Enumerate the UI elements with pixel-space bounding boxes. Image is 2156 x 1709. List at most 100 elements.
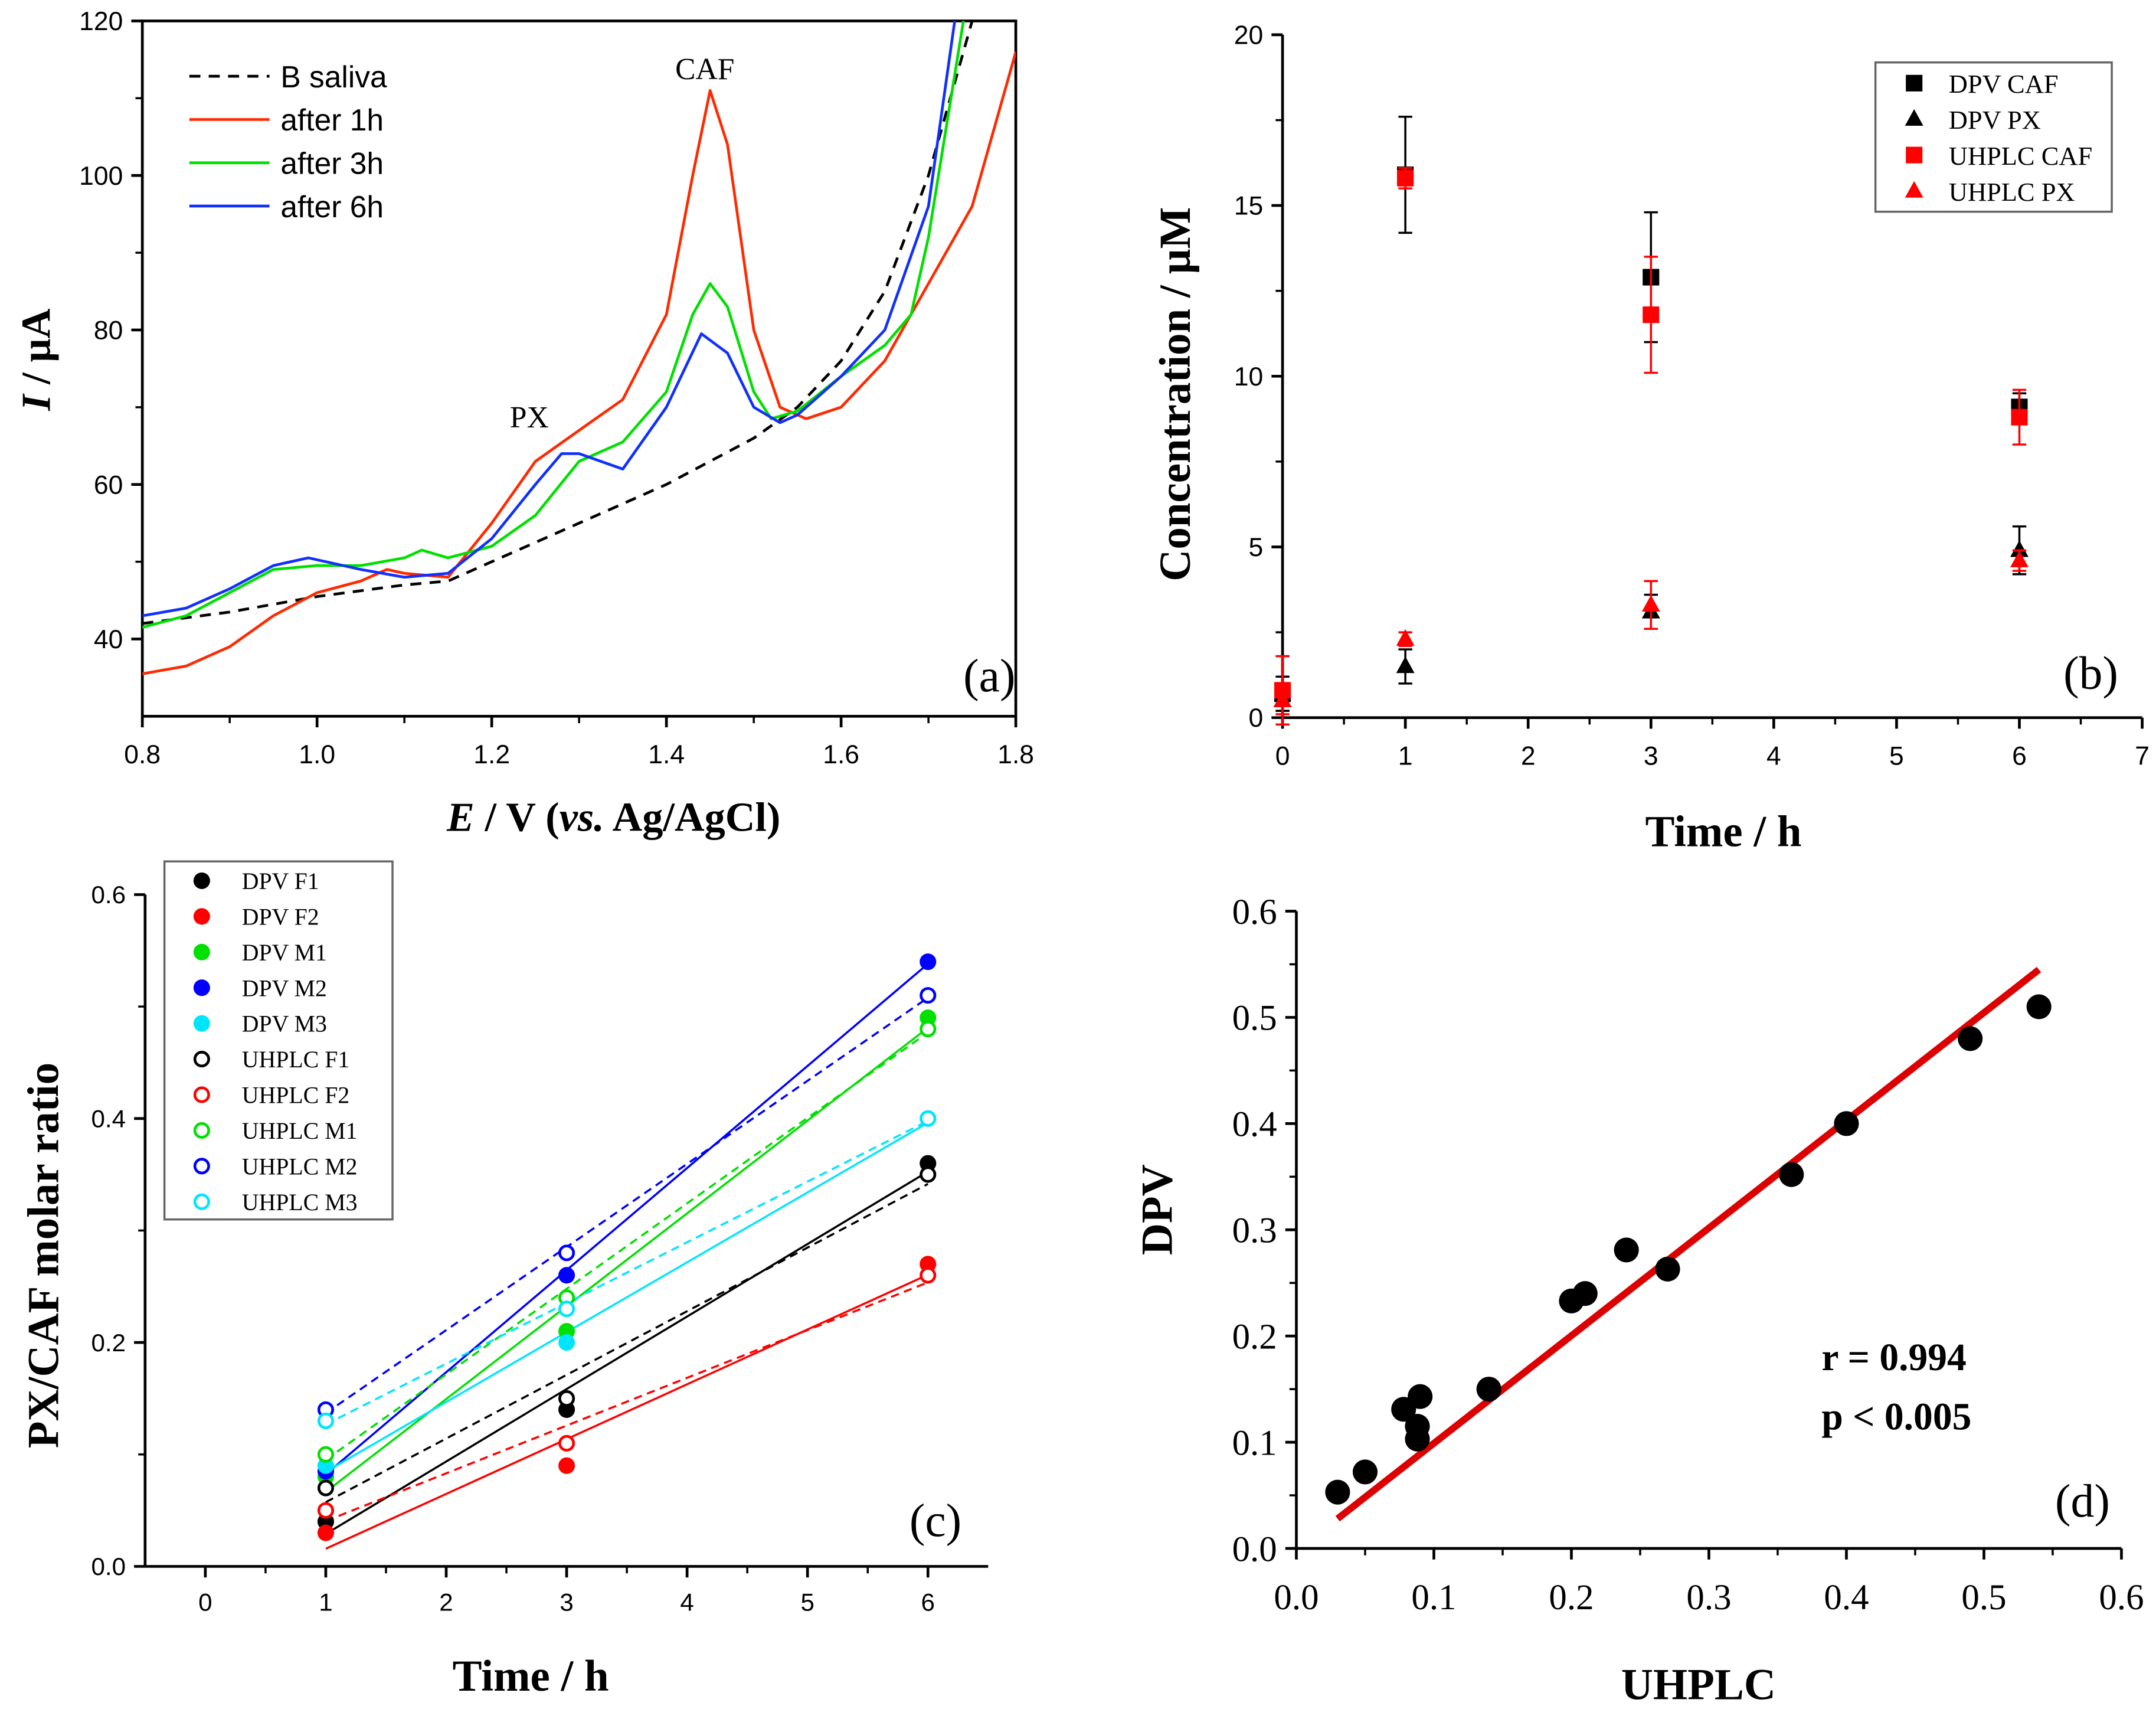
legend-marker	[1905, 109, 1923, 126]
data-point-uhplc-m3	[920, 1110, 937, 1127]
panel-b-xlabel: Time / h	[1645, 807, 1802, 856]
x-tick-label: 1	[319, 1588, 332, 1616]
y-tick-label: 0.0	[1232, 1530, 1277, 1569]
ylabel-i: I	[13, 393, 59, 411]
panel-a-xlabel: E / V (vs. Ag/AgCl)	[446, 795, 780, 841]
x-tick-label: 1.0	[299, 740, 335, 769]
legend-label: UHPLC CAF	[1949, 141, 2093, 171]
x-tick-label: 0.5	[1961, 1578, 2006, 1617]
legend-marker	[193, 1158, 210, 1175]
data-point-uhplc-px	[1641, 594, 1660, 612]
annotation-px: PX	[510, 401, 549, 434]
data-point-uhplc-px	[1273, 690, 1292, 707]
y-tick-label: 0.4	[91, 1105, 126, 1133]
x-tick-label: 6	[2012, 741, 2027, 770]
x-tick-label: 0	[198, 1588, 212, 1616]
data-point-uhplc-m3	[558, 1300, 575, 1318]
xlabel-ref: Ag/AgCl)	[604, 795, 781, 841]
data-point-dpv-px	[2010, 540, 2029, 557]
x-tick-label: 0.6	[2099, 1578, 2144, 1617]
annotation-caf: CAF	[675, 53, 734, 86]
data-point-dpv-m2	[558, 1267, 575, 1284]
data-point-dpv-f2	[317, 1524, 335, 1541]
data-point-dpv-m3	[558, 1334, 575, 1351]
legend-label: UHPLC M1	[242, 1118, 358, 1144]
data-point-dpv-px	[1396, 656, 1415, 674]
data-point-uhplc-f2	[920, 1267, 937, 1284]
ylabel-unit: / µA	[13, 308, 59, 394]
legend-label: DPV M1	[242, 940, 327, 966]
x-tick-label: 4	[680, 1588, 693, 1616]
y-tick-label: 10	[1234, 362, 1263, 391]
y-tick-label: 0.2	[1232, 1317, 1277, 1357]
series-line-after-1h	[142, 51, 1016, 675]
x-tick-label: 1	[1398, 741, 1413, 770]
data-point	[1325, 1479, 1350, 1505]
data-point-uhplc-caf	[1397, 169, 1414, 187]
series-line-after-6h	[142, 21, 956, 617]
panel-b-ylabel: Concentration / µM	[1151, 207, 1200, 581]
data-point-uhplc-m3	[317, 1412, 335, 1429]
data-point-uhplc-caf	[2011, 409, 2028, 426]
y-tick-label: 0.6	[91, 881, 126, 909]
y-tick-label: 0.6	[1232, 893, 1277, 932]
y-tick-label: 40	[94, 625, 123, 654]
panel-d: 0.0 0.1 0.2 0.3 0.4 0.5 0.6 0.0 0.1 0.2 0.3 0.4 0.5 0…	[1133, 893, 2144, 1709]
panel-a: 0.8 1.0 1.2 1.4 1.6 1.8 40 60 80 100 120 B saliva af…	[13, 7, 1034, 841]
panel-d-label: (d)	[2055, 1475, 2110, 1527]
x-tick-label: 1.8	[997, 740, 1034, 769]
data-point	[1352, 1459, 1378, 1485]
x-tick-label: 0.0	[1274, 1578, 1319, 1617]
legend-label: after 6h	[280, 189, 384, 224]
legend-marker	[193, 908, 210, 925]
legend-marker	[193, 872, 210, 890]
x-tick-label: 2	[439, 1588, 453, 1616]
legend-marker	[193, 1051, 210, 1068]
data-point-uhplc-px	[1396, 629, 1415, 646]
fit-line-dpv-f1	[325, 1171, 929, 1535]
data-point	[1834, 1111, 1859, 1136]
data-point	[1958, 1026, 1983, 1051]
legend-label: UHPLC M3	[242, 1190, 358, 1215]
legend-label: DPV M2	[242, 975, 327, 1001]
panel-b-label: (b)	[2063, 648, 2118, 700]
y-tick-label: 5	[1249, 533, 1264, 562]
x-tick-label: 0.3	[1686, 1578, 1731, 1617]
y-tick-label: 120	[79, 7, 123, 36]
x-tick-label: 4	[1766, 741, 1781, 770]
y-tick-label: 20	[1234, 21, 1263, 50]
y-tick-label: 0.0	[91, 1553, 126, 1580]
data-point-uhplc-f2	[558, 1434, 575, 1452]
xlabel-unit: / V (	[475, 795, 560, 841]
xlabel-vs: vs.	[560, 795, 604, 841]
x-tick-label: 3	[560, 1588, 573, 1616]
data-point	[1405, 1426, 1430, 1452]
data-point-uhplc-f2	[317, 1502, 335, 1519]
legend-label: DPV M3	[242, 1011, 327, 1037]
panel-b-plot-area: 0 1 2 3 4 5 6 7 0 5 10 15 20 DPV CAF DPV PX UHPLC CAF UH…	[1234, 21, 2150, 770]
fit-line-uhplc-f2	[325, 1281, 928, 1522]
y-tick-label: 100	[79, 162, 123, 191]
fit-line-dpv-f2	[325, 1273, 928, 1550]
y-tick-label: 60	[94, 470, 123, 499]
data-point-uhplc-m2	[558, 1244, 575, 1262]
correlation-r: r = 0.994	[1821, 1337, 1967, 1379]
fit-line-uhplc-m3	[325, 1120, 929, 1426]
x-tick-label: 0.8	[124, 740, 161, 769]
legend-marker	[193, 979, 210, 996]
fit-line-uhplc-m2	[325, 996, 929, 1414]
legend-marker	[193, 943, 210, 960]
plot-frame	[140, 19, 1018, 718]
x-tick-label: 0	[1275, 741, 1290, 770]
x-tick-label: 2	[1521, 741, 1536, 770]
series-line-b-saliva	[142, 21, 974, 625]
data-point-uhplc-f1	[317, 1479, 335, 1496]
panel-a-plot-area: 0.8 1.0 1.2 1.4 1.6 1.8 40 60 80 100 120 B saliva af…	[79, 7, 1034, 769]
data-point	[1408, 1384, 1433, 1409]
panel-c-plot-area: 0 1 2 3 4 5 6 0.0 0.2 0.4 0.6 DPV F1 DPV F2 DPV M1 DPV…	[91, 860, 989, 1616]
data-point-uhplc-m1	[920, 1020, 937, 1038]
x-tick-label: 1.6	[823, 740, 859, 769]
series-line-after-3h	[142, 21, 965, 629]
x-tick-label: 1.4	[648, 740, 685, 769]
panel-b: 0 1 2 3 4 5 6 7 0 5 10 15 20 DPV CAF DPV PX UHPLC CAF UH…	[1151, 21, 2150, 856]
